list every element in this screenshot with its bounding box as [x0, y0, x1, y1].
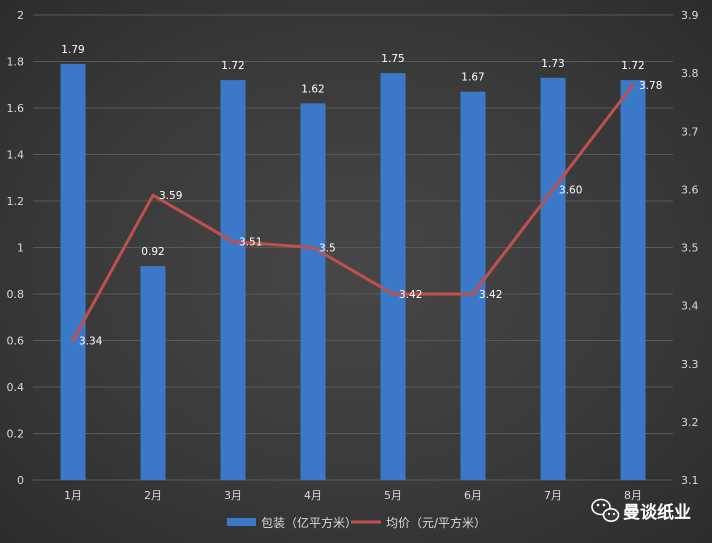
y-left-tick-label: 1 — [17, 242, 24, 255]
line-point — [311, 246, 315, 249]
line-data-label: 3.5 — [319, 243, 336, 255]
bar — [540, 77, 566, 481]
x-tick-label: 8月 — [624, 489, 642, 502]
bar — [60, 63, 86, 480]
bar-data-label: 1.79 — [61, 44, 84, 56]
line-data-label: 3.34 — [79, 336, 103, 348]
bar — [220, 80, 246, 480]
y-right-tick-label: 3.9 — [681, 9, 699, 22]
line-point — [231, 240, 235, 244]
y-right-tick-label: 3.3 — [681, 358, 699, 371]
y-right-tick-label: 3.6 — [681, 183, 699, 196]
data-labels: 1.79 0.92 1.72 1.62 1.75 1.67 1.73 1.72 3.34 3.59… — [61, 44, 662, 348]
bar — [460, 91, 486, 480]
bar-data-label: 1.73 — [541, 58, 564, 70]
bar — [620, 80, 646, 480]
bar-data-label: 1.75 — [381, 53, 404, 65]
line-point — [631, 83, 635, 87]
y-right-tick-label: 3.1 — [681, 474, 699, 487]
bar-data-label: 0.92 — [141, 246, 164, 258]
bar-series — [60, 63, 646, 481]
y-left-tick-label: 1.8 — [7, 56, 25, 69]
x-tick-label: 2月 — [144, 489, 162, 502]
wechat-icon — [591, 498, 620, 522]
watermark: 曼谈纸业 — [591, 498, 691, 523]
axes: 0 0.2 0.4 0.6 0.8 1 1.2 1.4 1.6 1.8 2 3.1 3.2 3.3 3.4 3… — [7, 9, 699, 502]
bar — [380, 73, 406, 480]
legend: 包装（亿平方米） 均价（元/平方米） — [227, 515, 486, 530]
y-left-tick-label: 0.4 — [7, 381, 25, 394]
line-data-label: 3.42 — [479, 289, 502, 301]
watermark-text: 曼谈纸业 — [623, 502, 691, 523]
y-left-tick-label: 1.2 — [7, 195, 25, 208]
line-series — [71, 83, 635, 342]
x-tick-label: 7月 — [544, 489, 562, 502]
bar-data-label: 1.72 — [621, 60, 644, 72]
legend-line-label: 均价（元/平方米） — [386, 515, 486, 530]
x-tick-label: 6月 — [464, 489, 482, 502]
y-left-tick-label: 2 — [17, 9, 24, 22]
line-data-label: 3.42 — [399, 289, 422, 301]
line-point — [71, 339, 75, 342]
bar — [300, 103, 326, 480]
y-right-tick-label: 3.4 — [681, 300, 699, 313]
line-data-label: 3.59 — [159, 190, 182, 202]
y-right-tick-label: 3.5 — [681, 242, 699, 255]
line-point — [471, 292, 475, 296]
bar-data-label: 1.67 — [461, 72, 484, 84]
y-left-tick-label: 1.4 — [7, 149, 25, 162]
price-line — [71, 83, 635, 342]
y-right-tick-label: 3.2 — [681, 416, 699, 429]
x-tick-label: 3月 — [224, 489, 242, 502]
gridlines — [33, 14, 673, 481]
y-left-tick-label: 0.6 — [7, 335, 25, 348]
line-point — [391, 292, 395, 296]
x-tick-label: 1月 — [64, 489, 82, 502]
y-right-tick-label: 3.7 — [681, 125, 699, 138]
bar — [140, 266, 166, 480]
bar-data-label: 1.62 — [301, 83, 324, 95]
x-tick-label: 5月 — [384, 489, 402, 502]
line-point — [551, 187, 555, 191]
y-right-tick-label: 3.8 — [681, 67, 699, 80]
line-data-label: 3.60 — [559, 184, 582, 196]
y-left-tick-label: 0 — [17, 474, 24, 487]
line-data-label: 3.78 — [639, 80, 662, 92]
y-left-tick-label: 0.2 — [7, 428, 25, 441]
y-left-tick-label: 0.8 — [7, 288, 25, 301]
line-point — [151, 193, 155, 197]
line-data-label: 3.51 — [239, 237, 262, 249]
legend-bar-swatch — [227, 518, 256, 526]
legend-bar-label: 包装（亿平方米） — [261, 515, 357, 530]
bar-data-label: 1.72 — [221, 60, 244, 72]
x-tick-label: 4月 — [304, 489, 322, 502]
y-left-tick-label: 1.6 — [7, 102, 25, 115]
